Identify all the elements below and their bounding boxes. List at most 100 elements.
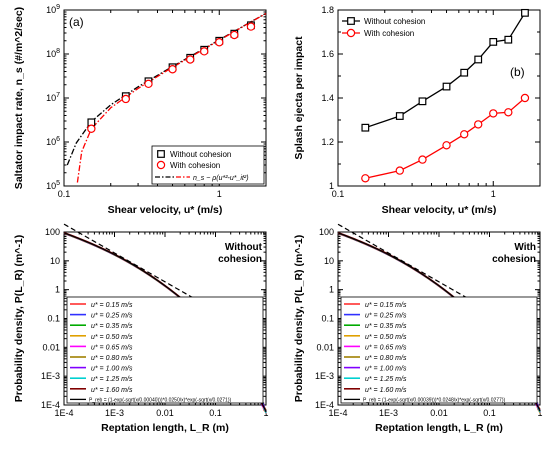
y-tick-label: 107 [46,92,60,103]
data-point [418,97,427,106]
legend-marker [346,28,356,38]
legend-label: P_reb = (1-exp(-sqrt(x/0.00039)))*0.0248… [363,397,505,403]
data-point [144,79,153,89]
y-tick-label: 10 [50,256,60,266]
legend-label: u* = 0.35 m/s [91,323,133,330]
data-point [442,141,451,150]
x-tick-label: 0.1 [332,189,345,199]
annotation: Without [225,242,263,253]
y-axis-label: Splash ejecta per impact [293,36,305,160]
y-axis-label: Probability density, P(L_R) (m^-1) [13,235,25,403]
legend-label: u* = 0.25 m/s [365,313,407,320]
legend-label: u* = 0.15 m/s [365,302,407,309]
y-tick-label: 1.4 [321,93,334,103]
legend-label: P_reb = (1-exp(-sqrt(x/0.00040)))*0.0250… [89,397,231,403]
data-point [121,94,130,104]
data-point [186,55,195,64]
data-point [474,55,483,64]
y-tick-label: 0.01 [316,342,334,352]
x-tick-label: 1 [217,189,222,199]
x-tick-label: 0.01 [156,408,174,418]
legend-box [340,296,538,404]
data-point [442,82,451,91]
data-point [246,22,256,31]
x-tick-label: 1E-4 [54,408,73,418]
legend-label: u* = 1.60 m/s [91,387,133,394]
y-tick-label: 1.8 [321,5,334,15]
data-point [418,155,427,164]
legend-label: u* = 0.15 m/s [91,302,133,309]
y-tick-label: 1.6 [321,49,334,59]
x-tick-label: 0.1 [209,408,222,418]
x-tick-label: 1E-3 [105,408,124,418]
data-point [520,93,530,103]
y-tick-label: 1 [55,285,60,295]
legend-label: u* = 1.60 m/s [365,387,407,394]
legend-label: With cohesion [170,161,220,170]
legend-label: u* = 0.65 m/s [91,344,133,351]
annotation: cohesion [492,254,536,265]
y-tick-label: 1 [329,181,334,191]
y-tick-label: 0.1 [47,314,60,324]
data-point [361,174,370,183]
panel-label: (b) [510,65,525,79]
data-point [200,47,209,56]
data-point [460,130,469,139]
data-point [489,37,498,46]
y-tick-label: 105 [46,180,60,191]
legend-label: u* = 0.80 m/s [365,355,407,362]
x-axis-label: Shear velocity, u* (m/s) [382,204,497,216]
y-tick-label: 1E-4 [41,400,60,410]
data-point [474,120,483,129]
annotation: cohesion [218,254,262,265]
data-point [504,35,513,44]
y-tick-label: 1 [329,285,334,295]
legend-box [66,296,264,404]
data-point [87,124,96,133]
legend-box [151,145,265,185]
legend-label: u* = 1.25 m/s [365,376,407,383]
y-tick-label: 1E-4 [315,400,334,410]
legend-label: u* = 1.25 m/s [91,376,133,383]
legend-label: With cohesion [364,29,414,38]
data-point [395,112,404,120]
y-tick-label: 108 [46,48,60,59]
data-point [395,166,404,175]
y-tick-label: 1.2 [321,137,334,147]
x-tick-label: 1E-3 [379,408,398,418]
legend-label: u* = 0.80 m/s [91,355,133,362]
legend-label: u* = 0.65 m/s [365,344,407,351]
y-tick-label: 109 [46,4,60,15]
data-point [521,8,529,17]
legend-label: u* = 0.35 m/s [365,323,407,330]
x-tick-label: 1 [491,189,496,199]
y-tick-label: 100 [319,227,334,237]
y-axis-label: Probability density, P(L_R) (m^-1) [293,235,305,403]
legend-label: u* = 1.00 m/s [365,366,407,373]
data-point [168,65,177,74]
legend-label: Without cohesion [364,17,425,26]
x-axis-label: Reptation length, L_R (m) [375,422,503,434]
legend-label: u* = 0.50 m/s [91,334,133,341]
data-point [230,30,239,40]
data-point [361,123,370,132]
legend-label: Without cohesion [170,150,231,159]
y-tick-label: 0.1 [321,314,334,324]
panel-label: (a) [69,15,84,29]
x-tick-label: 0.1 [483,408,496,418]
x-tick-label: 0.1 [58,189,71,199]
legend-label: u* = 0.25 m/s [91,313,133,320]
legend-marker [156,160,166,170]
y-tick-label: 1E-3 [41,371,60,381]
legend-label: u* = 0.50 m/s [365,334,407,341]
annotation: With [514,242,536,253]
data-point [489,109,498,118]
y-axis-label: Saltator impact rate, n_s (#/m^2/sec) [13,7,25,189]
x-tick-label: 1E-4 [328,408,347,418]
series-line [365,97,526,179]
y-tick-label: 100 [45,227,60,237]
y-tick-label: 106 [46,136,60,147]
x-axis-label: Shear velocity, u* (m/s) [108,204,223,216]
x-tick-label: 0.01 [430,408,448,418]
